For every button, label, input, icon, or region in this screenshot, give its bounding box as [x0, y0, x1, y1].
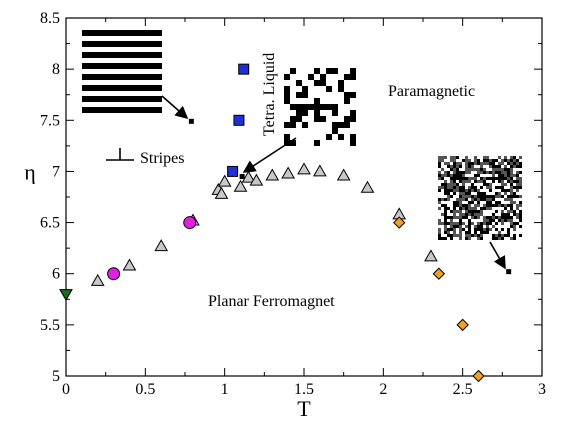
paramagnetic-snapshot: [438, 156, 522, 240]
triangle-point: [297, 162, 311, 175]
triangle-point: [154, 239, 169, 252]
x-tick-label: 0: [62, 381, 70, 398]
square-point: [233, 114, 245, 126]
triangle-point: [249, 173, 264, 186]
x-tick-label: 2.5: [453, 381, 473, 398]
square-point: [238, 63, 250, 75]
triangle-point: [313, 164, 327, 177]
triangle-point: [122, 258, 137, 271]
inset-arrows: [161, 95, 506, 270]
square-point: [227, 165, 239, 177]
snapshot-insets: [82, 30, 522, 240]
snapshot-marker-point: [506, 269, 512, 275]
annotation-stripes: Stripes: [140, 150, 184, 167]
y-tick-label: 6: [52, 266, 60, 283]
circle-point: [183, 216, 197, 230]
x-tick-label: 3: [538, 381, 546, 398]
annotation-planar-ferromagnet: Planar Ferromagnet: [208, 293, 335, 310]
paramagnetic-arrow: [489, 241, 506, 270]
stripes-snapshot: [82, 30, 162, 118]
triangle-point: [214, 186, 229, 199]
y-tick-label: 5.5: [40, 317, 60, 334]
diamond-point: [456, 318, 469, 332]
diamond-point: [432, 267, 446, 280]
triangle-point: [265, 168, 280, 181]
x-tick-label: 0.5: [135, 381, 155, 398]
x-axis-title: T: [297, 396, 311, 421]
triangle-point: [217, 174, 232, 187]
data-points: [59, 63, 512, 383]
circle-point: [107, 267, 121, 281]
stripes-marker-icon: [106, 148, 134, 161]
triangle-point: [233, 179, 248, 192]
triangle-point: [90, 273, 105, 286]
y-tick-label: 7.5: [40, 112, 60, 129]
tetra-liquid-arrow: [242, 137, 297, 173]
triangle-down-point: [59, 289, 73, 302]
tetra-liquid-snapshot: [284, 68, 356, 146]
snapshot-marker-point: [188, 118, 194, 124]
triangle-point: [424, 249, 438, 262]
x-axis-ticks: 0 0.5 1 1.5 2 2.5 3: [62, 18, 546, 398]
y-tick-label: 7: [52, 163, 60, 180]
x-tick-label: 1.5: [294, 381, 314, 398]
diamond-point: [392, 216, 406, 229]
triangle-point: [360, 180, 375, 193]
stripes-arrow: [161, 95, 189, 120]
triangle-point: [241, 170, 256, 183]
y-axis-ticks: 5 5.5 6 6.5 7 7.5 8 8.5: [40, 10, 542, 385]
triangle-point: [336, 168, 351, 181]
triangle-point: [281, 166, 295, 179]
y-tick-label: 8.5: [40, 10, 60, 27]
diamond-point: [472, 369, 485, 383]
y-tick-label: 8: [52, 61, 60, 78]
x-tick-label: 1: [221, 381, 229, 398]
y-axis-title: η: [24, 159, 36, 184]
y-tick-label: 6.5: [40, 215, 60, 232]
annotation-tetra-liquid: Tetra. Liquid: [261, 53, 278, 136]
annotation-paramagnetic: Paramagnetic: [388, 83, 475, 100]
snapshot-marker-point: [239, 174, 245, 180]
y-tick-label: 5: [52, 368, 60, 385]
x-tick-label: 2: [379, 381, 387, 398]
